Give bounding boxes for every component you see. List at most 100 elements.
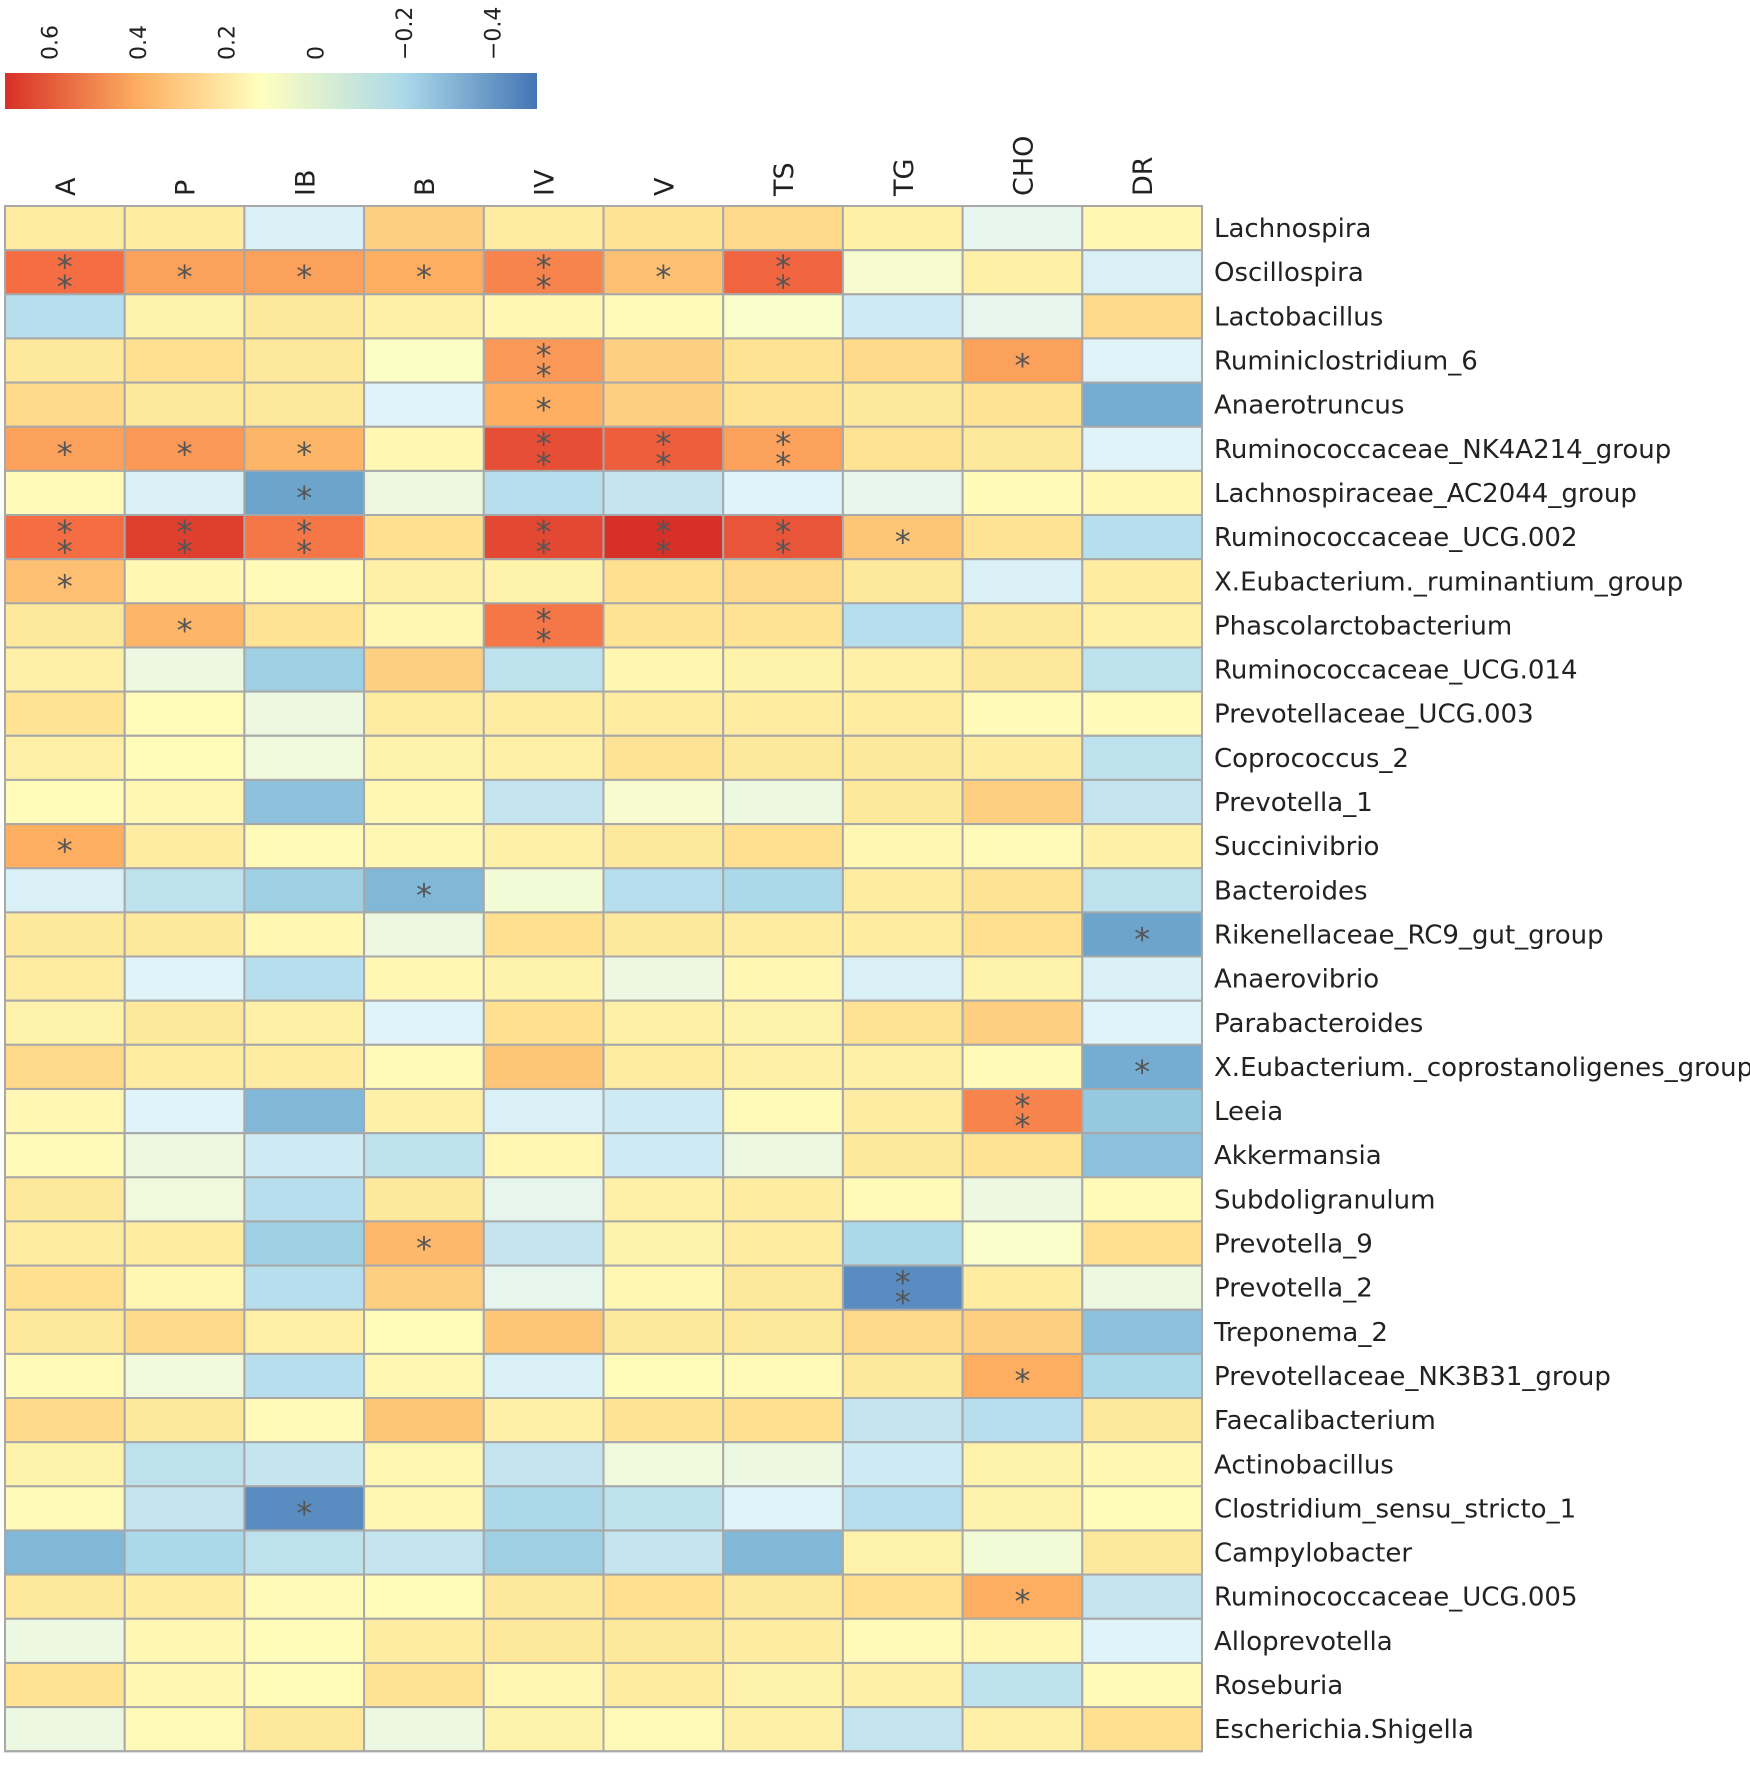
heatmap-cell <box>841 690 964 737</box>
heatmap-cell <box>722 1088 844 1135</box>
heatmap-cell <box>602 381 725 428</box>
heatmap-cell <box>363 1308 485 1355</box>
heatmap-cell <box>482 1529 605 1576</box>
row-label: Rikenellaceae_RC9_gut_group <box>1214 921 1604 951</box>
heatmap-cell <box>602 469 725 516</box>
heatmap-cell <box>482 558 605 605</box>
column-label: B <box>410 177 441 196</box>
heatmap-cell <box>602 911 725 958</box>
heatmap-cell <box>363 911 485 958</box>
heatmap-cell <box>961 1043 1084 1090</box>
heatmap-cell <box>602 1176 725 1223</box>
heatmap-cell <box>243 293 366 340</box>
significance-star: * <box>775 445 791 483</box>
heatmap-cell <box>4 955 126 1002</box>
heatmap-cell <box>123 205 246 252</box>
heatmap-cell <box>722 1706 844 1753</box>
row-label: Prevotellaceae_UCG.003 <box>1214 700 1534 730</box>
heatmap-cell <box>1081 1132 1204 1179</box>
heatmap-cell <box>363 778 485 826</box>
heatmap-cell <box>841 1043 964 1090</box>
heatmap-cell <box>602 690 725 737</box>
heatmap-cell <box>841 1397 964 1444</box>
heatmap-cell <box>1081 690 1204 737</box>
heatmap-cell <box>602 646 725 693</box>
heatmap-cell <box>123 911 246 958</box>
heatmap-cell <box>841 1706 964 1753</box>
heatmap-cell <box>243 602 366 649</box>
heatmap-cell <box>482 1088 605 1135</box>
heatmap-cell <box>841 646 964 693</box>
significance-star: * <box>296 533 312 571</box>
heatmap-cell <box>1081 1529 1204 1576</box>
heatmap-cell <box>123 1043 246 1090</box>
heatmap-cell <box>841 425 964 472</box>
heatmap-cell <box>722 778 844 826</box>
heatmap-cell <box>243 425 366 472</box>
heatmap-cell <box>961 469 1084 516</box>
colorbar-tick-label: 0 <box>304 46 329 60</box>
heatmap-cell <box>482 1308 605 1355</box>
heatmap-cell <box>4 1308 126 1355</box>
column-label: IB <box>290 170 321 197</box>
heatmap-cell <box>123 1662 246 1709</box>
heatmap-cell <box>123 558 246 605</box>
heatmap-cell <box>841 1220 964 1267</box>
heatmap-cell <box>4 1220 126 1267</box>
heatmap-cell <box>482 646 605 693</box>
heatmap-cell <box>1081 646 1204 693</box>
heatmap-cell <box>961 1397 1084 1444</box>
heatmap-cell <box>1081 999 1204 1046</box>
row-label: Succinivibrio <box>1214 832 1379 862</box>
significance-star: * <box>57 435 73 473</box>
significance-star: * <box>536 391 552 429</box>
significance-star: * <box>655 513 671 551</box>
heatmap-cell <box>363 558 485 605</box>
heatmap-cell <box>722 955 844 1002</box>
heatmap-cell <box>363 514 485 561</box>
heatmap-cell <box>841 867 964 914</box>
significance-star: * <box>416 258 432 296</box>
heatmap-cell <box>363 1529 485 1576</box>
heatmap-cell <box>4 1352 126 1400</box>
significance-star: * <box>296 258 312 296</box>
heatmap-cell <box>123 1088 246 1135</box>
heatmap-cell <box>243 1397 366 1444</box>
heatmap-cell <box>841 1529 964 1576</box>
significance-star: * <box>775 248 791 286</box>
heatmap-cell <box>841 1088 964 1135</box>
heatmap-cells <box>4 205 1204 1753</box>
heatmap-cell <box>841 1662 964 1709</box>
heatmap-cell <box>961 1308 1084 1355</box>
heatmap-cell <box>363 1220 485 1267</box>
heatmap-cell <box>482 381 605 428</box>
heatmap-cell <box>363 1441 485 1488</box>
heatmap-cell <box>1081 1352 1204 1400</box>
significance-star: * <box>1015 1583 1031 1621</box>
heatmap-cell <box>1081 1176 1204 1223</box>
heatmap-cell <box>722 249 844 296</box>
heatmap-cell <box>722 558 844 605</box>
heatmap-cell <box>123 514 246 561</box>
significance-star: * <box>416 876 432 914</box>
row-label: Phascolarctobacterium <box>1214 611 1512 641</box>
heatmap-cell <box>123 1308 246 1355</box>
heatmap-cell <box>1081 1264 1204 1311</box>
heatmap-cell <box>482 690 605 737</box>
heatmap-cell <box>722 646 844 693</box>
heatmap-cell <box>961 1220 1084 1267</box>
heatmap-cell <box>722 1485 844 1532</box>
heatmap-cell <box>602 1441 725 1488</box>
significance-star: * <box>536 533 552 571</box>
heatmap-cell <box>841 381 964 428</box>
heatmap-cell <box>1081 1706 1204 1753</box>
heatmap-cell <box>123 1441 246 1488</box>
heatmap-cell <box>961 999 1084 1046</box>
heatmap-cell <box>363 1573 485 1620</box>
heatmap-cell <box>602 1043 725 1090</box>
heatmap-cell <box>722 1220 844 1267</box>
heatmap-cell <box>4 1088 126 1135</box>
column-label: CHO <box>1009 136 1040 196</box>
heatmap-cell <box>363 1706 485 1753</box>
row-label: Oscillospira <box>1214 258 1364 288</box>
